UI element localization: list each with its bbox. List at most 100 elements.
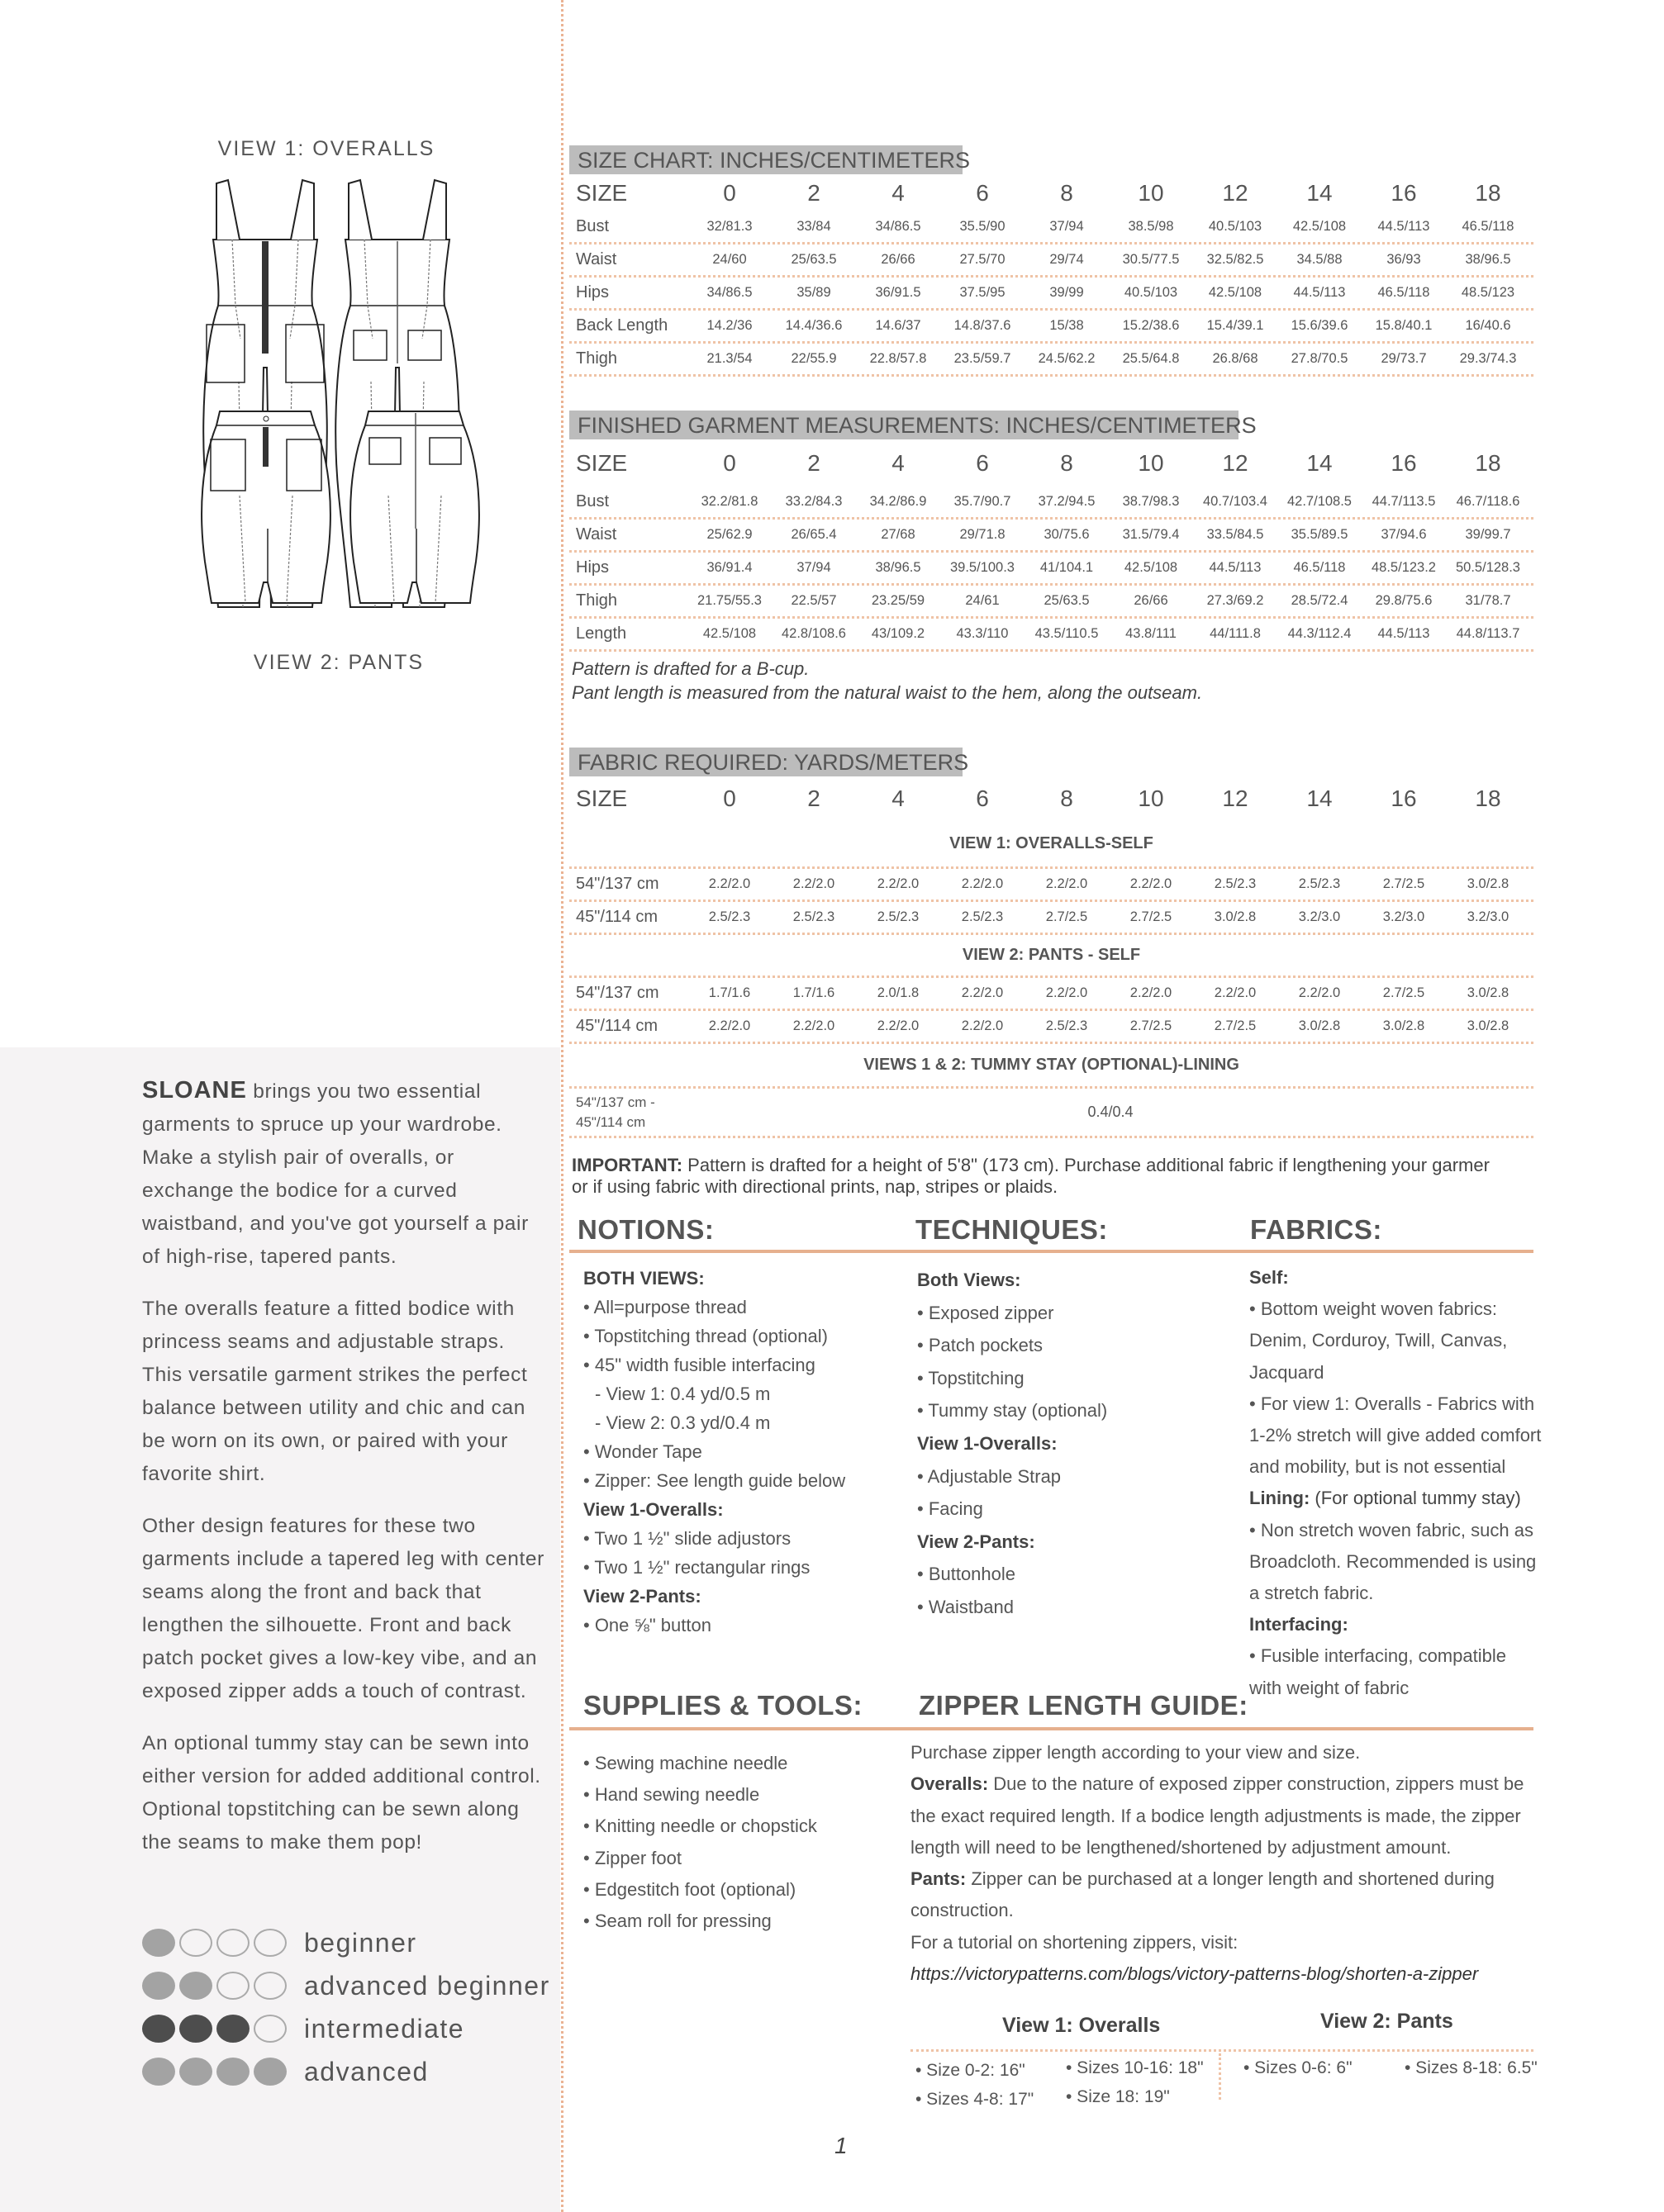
tutorial-link[interactable]: https://victorypatterns.com/blogs/victor… xyxy=(910,1963,1479,1985)
zipper-icon xyxy=(263,427,269,467)
table-cell: 28.5/72.4 xyxy=(1291,593,1348,608)
row-label: Thigh xyxy=(576,349,618,368)
dotted-divider xyxy=(561,0,563,2212)
table-cell: 24/60 xyxy=(712,252,747,267)
table-row: 45"/114 cm 2.2/2.0 2.2/2.0 2.2/2.0 2.2/2.0 2.… xyxy=(569,1011,1533,1044)
size-label: SIZE xyxy=(576,180,628,206)
list-item-text: 1-2% stretch will give added comfort xyxy=(1249,1425,1542,1446)
table-cell: 38/96.5 xyxy=(1465,252,1511,267)
list-subheading: Lining: xyxy=(1249,1488,1310,1509)
row-label: Hips xyxy=(576,558,610,577)
table-row: Bust 32/81.3 33/84 34/86.5 35.5/90 37/94 38.5/… xyxy=(569,211,1533,244)
list-item: • Knitting needle or chopstick xyxy=(583,1811,817,1842)
button-icon xyxy=(263,415,269,422)
table-cell: 2.5/2.3 xyxy=(708,909,751,924)
table-cell: 2.0/1.8 xyxy=(877,985,920,1000)
table-cell: 3.0/2.8 xyxy=(1214,909,1257,924)
table-cell: 42.5/108 xyxy=(702,626,757,641)
table-cell: 25/63.5 xyxy=(791,252,837,267)
size-column-header: 2 xyxy=(807,449,820,476)
size-column-header: 2 xyxy=(807,786,820,811)
size-column-header: 0 xyxy=(723,180,736,206)
size-column-header: 16 xyxy=(1391,786,1417,811)
list-item: View 2-Pants: xyxy=(583,1582,845,1611)
size-column-header: 18 xyxy=(1475,449,1501,476)
list-subheading: View 1-Overalls: xyxy=(917,1432,1058,1454)
table-cell: 38.5/98 xyxy=(1128,219,1174,234)
list-item-text: (For optional tummy stay) xyxy=(1310,1488,1521,1509)
table-cell: 15.4/39.1 xyxy=(1206,318,1264,333)
size-column-header: 14 xyxy=(1306,449,1333,476)
table-cell: 35.5/90 xyxy=(959,219,1006,234)
size-column-header: 12 xyxy=(1222,449,1248,476)
skill-dot-icon xyxy=(142,1929,175,1957)
table-cell: 38/96.5 xyxy=(875,560,921,575)
list-item-text: • Patch pockets xyxy=(917,1335,1044,1356)
zipper-size-item: • Sizes 8-18: 6.5" xyxy=(1405,2058,1538,2077)
zipper-icon xyxy=(262,241,269,354)
size-column-header: 2 xyxy=(807,180,820,206)
list-item: • Non stretch woven fabric, such as xyxy=(1249,1515,1541,1546)
table-cell: 50.5/128.3 xyxy=(1456,560,1520,575)
table-cell: 37.2/94.5 xyxy=(1038,494,1096,509)
skill-dot-icon xyxy=(254,1929,287,1957)
section-rule xyxy=(569,1250,1533,1253)
list-item: • Wonder Tape xyxy=(583,1437,845,1466)
table-cell: 30/75.6 xyxy=(1044,527,1090,542)
table-cell: 27.5/70 xyxy=(959,252,1006,267)
list-item-text: • Two 1 ½" rectangular rings xyxy=(583,1557,811,1578)
tutorial-text: For a tutorial on shortening zippers, vi… xyxy=(910,1931,1238,1953)
important-text-2: or if using fabric with directional prin… xyxy=(572,1176,1058,1197)
table-cell: 2.2/2.0 xyxy=(1045,876,1088,891)
row-label: Back Length xyxy=(576,316,668,335)
list-item: View 2-Pants: xyxy=(917,1526,1107,1559)
list-item: • Seam roll for pressing xyxy=(583,1906,817,1937)
table-cell: 46.7/118.6 xyxy=(1456,494,1520,509)
table-cell: 37.5/95 xyxy=(959,285,1006,300)
table-row: 54"/137 cm 2.2/2.0 2.2/2.0 2.2/2.0 2.2/2.0 2.… xyxy=(569,869,1533,902)
fabric-required-title: FABRIC REQUIRED: YARDS/METERS xyxy=(569,748,968,776)
list-item: Broadcloth. Recommended is using xyxy=(1249,1546,1541,1578)
table-cell: 22.8/57.8 xyxy=(869,351,927,366)
table-cell: 15.8/40.1 xyxy=(1375,318,1433,333)
supplies-list: • Sewing machine needle • Hand sewing nee… xyxy=(583,1748,817,1937)
table-cell: 1.7/1.6 xyxy=(708,985,751,1000)
row-label: 45"/114 cm xyxy=(576,1017,658,1035)
table-cell: 3.0/2.8 xyxy=(1298,1018,1341,1033)
list-item: • Zipper foot xyxy=(583,1843,817,1874)
important-label: IMPORTANT: xyxy=(572,1155,683,1175)
table-cell: 2.5/2.3 xyxy=(1298,876,1341,891)
table-cell: 48.5/123 xyxy=(1461,285,1515,300)
table-cell: 34/86.5 xyxy=(706,285,753,300)
skill-dot-icon xyxy=(179,2058,212,2086)
skill-level-label: beginner xyxy=(304,1927,417,1958)
table-cell: 16/40.6 xyxy=(1465,318,1511,333)
row-label: Bust xyxy=(576,492,610,510)
notions-list: BOTH VIEWS: • All=purpose thread • Topstit… xyxy=(583,1264,845,1640)
list-item-text: • Sewing machine needle xyxy=(583,1753,788,1773)
skill-level-row: beginner xyxy=(142,1921,550,1964)
table-cell: 34/86.5 xyxy=(875,219,921,234)
table-cell: 43/109.2 xyxy=(871,626,925,641)
table-cell: 15.2/38.6 xyxy=(1122,318,1180,333)
table-cell: 41/104.1 xyxy=(1039,560,1094,575)
list-item: View 1-Overalls: xyxy=(917,1427,1107,1460)
important-note: IMPORTANT: Pattern is drafted for a heig… xyxy=(572,1155,1547,1198)
table-cell: 2.5/2.3 xyxy=(961,909,1004,924)
list-item-text: • Edgestitch foot (optional) xyxy=(583,1878,796,1900)
skill-level-row: advanced beginner xyxy=(142,1964,550,2007)
row-label: Thigh xyxy=(576,591,618,610)
finished-measurements-title: FINISHED GARMENT MEASUREMENTS: INCHES/CE… xyxy=(569,411,1257,439)
list-item: • Tummy stay (optional) xyxy=(917,1394,1107,1427)
zipper-size-item: • Size 18: 19" xyxy=(1066,2087,1170,2106)
table-cell: 43.8/111 xyxy=(1125,626,1177,641)
finished-measurements-table: SIZE 0 2 4 6 8 10 12 14 16 18 Bust 32.2/81.8 33.2/84.… xyxy=(569,439,1533,652)
list-item: • All=purpose thread xyxy=(583,1293,845,1322)
table-cell: 21.3/54 xyxy=(706,351,753,366)
list-subheading: View 1-Overalls: xyxy=(583,1499,724,1520)
table-cell: 25/63.5 xyxy=(1044,593,1090,608)
list-item-text: a stretch fabric. xyxy=(1249,1583,1374,1604)
zipper-size-item: • Sizes 4-8: 17" xyxy=(915,2090,1034,2109)
table-row: Thigh 21.75/55.3 22.5/57 23.25/59 24/61 25/63… xyxy=(569,586,1533,619)
table-cell: 2.5/2.3 xyxy=(792,909,835,924)
